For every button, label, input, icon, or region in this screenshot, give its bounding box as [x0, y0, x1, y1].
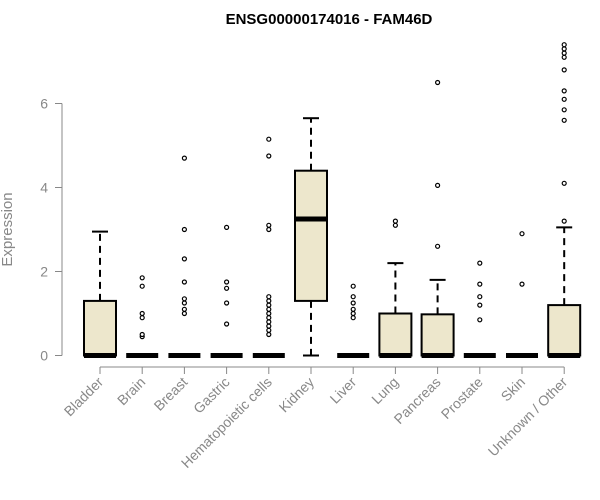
x-tick-label: Bladder — [61, 374, 107, 420]
plot-area — [83, 42, 582, 358]
outlier-point — [350, 306, 356, 312]
outlier-point — [224, 279, 230, 285]
outlier-point — [392, 218, 398, 224]
outlier-point — [181, 256, 187, 262]
outlier-point — [519, 231, 525, 237]
outlier-point — [224, 285, 230, 291]
y-tick-label: 0 — [40, 348, 48, 364]
outlier-point — [266, 331, 272, 338]
outlier-point — [477, 317, 483, 323]
outlier-point — [181, 300, 187, 306]
outlier-point — [435, 182, 441, 188]
x-tick-label: Prostate — [438, 374, 486, 422]
x-tick-label: Breast — [151, 374, 191, 414]
outlier-point — [561, 50, 567, 56]
x-tick-label: Pancreas — [391, 374, 444, 427]
outlier-point — [266, 310, 272, 317]
box-prostate — [463, 260, 496, 358]
y-axis: 0 2 4 6 — [40, 96, 63, 364]
outlier-point — [181, 279, 187, 285]
box-hematopoietic-cells — [252, 136, 285, 358]
outlier-point — [266, 315, 272, 321]
outlier-point — [561, 46, 567, 52]
outlier-point — [561, 54, 567, 60]
outlier-point — [139, 275, 145, 281]
outlier-point — [266, 319, 272, 325]
box-breast — [168, 155, 201, 358]
outlier-point — [561, 96, 567, 102]
outlier-point — [224, 321, 230, 327]
box-bladder — [83, 230, 117, 358]
outlier-point — [561, 107, 567, 113]
box-pancreas — [420, 79, 455, 358]
outlier-point — [561, 180, 567, 186]
outlier-point — [224, 300, 230, 306]
outlier-point — [139, 331, 145, 338]
outlier-point — [266, 306, 272, 312]
box-unknown-other — [547, 42, 582, 358]
outlier-point — [266, 226, 272, 233]
outlier-point — [181, 226, 187, 233]
outlier-point — [519, 281, 525, 287]
x-tick-label: Lung — [368, 374, 401, 407]
outlier-point — [561, 117, 567, 123]
outlier-point — [139, 283, 145, 289]
outlier-point — [266, 327, 272, 333]
outlier-point — [266, 136, 272, 142]
x-tick-label: Liver — [327, 374, 360, 407]
y-axis-label: Expression — [0, 192, 16, 266]
outlier-point — [224, 224, 230, 230]
outlier-point — [561, 88, 567, 94]
outlier-point — [561, 67, 567, 73]
outlier-point — [435, 79, 441, 86]
box-body — [294, 169, 328, 302]
outlier-point — [181, 306, 187, 312]
outlier-point — [477, 281, 483, 287]
outlier-point — [139, 310, 145, 317]
box-body — [378, 312, 413, 357]
x-tick-label: Brain — [114, 374, 148, 408]
outlier-point — [350, 283, 356, 289]
outlier-point — [181, 310, 187, 317]
outlier-point — [266, 302, 272, 308]
box-gastric — [210, 224, 243, 358]
outlier-point — [561, 42, 567, 48]
outlier-point — [477, 294, 483, 300]
outlier-point — [266, 323, 272, 329]
x-tick-label: Skin — [498, 374, 529, 405]
outlier-point — [266, 153, 272, 159]
outlier-point — [350, 294, 356, 300]
box-body — [83, 299, 117, 357]
chart-title: ENSG00000174016 - FAM46D — [226, 11, 433, 28]
y-tick-label: 6 — [40, 96, 48, 112]
outlier-point — [266, 294, 272, 300]
outlier-point — [266, 222, 272, 228]
box-liver — [337, 283, 370, 358]
x-tick-label: Unknown / Other — [485, 374, 571, 460]
box-skin — [506, 231, 538, 358]
y-tick-label: 4 — [40, 180, 48, 196]
outlier-point — [266, 298, 272, 304]
outlier-point — [139, 315, 145, 321]
x-tick-label: Kidney — [276, 374, 318, 416]
outlier-point — [392, 222, 398, 228]
outlier-point — [350, 310, 356, 317]
box-lung — [378, 218, 413, 358]
outlier-point — [350, 300, 356, 306]
box-body — [420, 313, 455, 357]
box-body — [547, 304, 582, 357]
outlier-point — [435, 243, 441, 249]
outlier-point — [350, 315, 356, 321]
outlier-point — [181, 296, 187, 302]
outlier-point — [181, 155, 187, 161]
box-kidney — [294, 117, 328, 357]
outlier-point — [561, 218, 567, 224]
outlier-point — [477, 260, 483, 266]
y-tick-label: 2 — [40, 264, 48, 280]
box-brain — [126, 275, 159, 358]
outlier-point — [477, 302, 483, 308]
